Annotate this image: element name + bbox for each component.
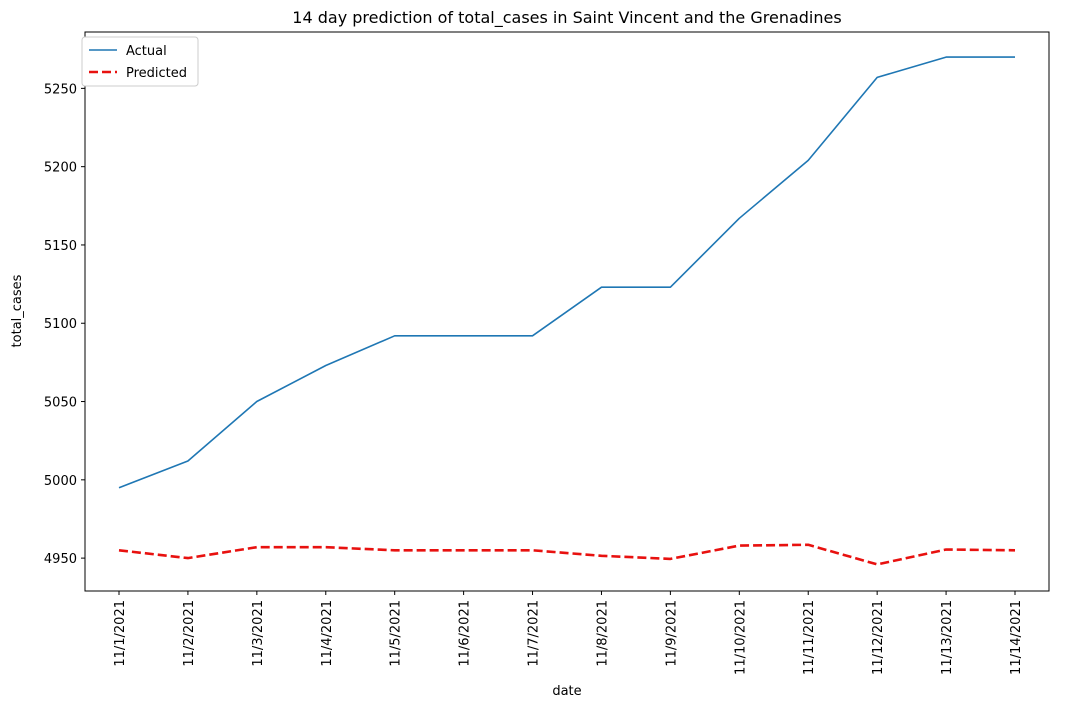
x-tick-label: 11/14/2021 (1009, 600, 1024, 675)
x-tick-label: 11/13/2021 (940, 600, 955, 675)
legend-predicted-label: Predicted (126, 66, 187, 81)
series-line-actual (118, 56, 1015, 489)
chart-title: 14 day prediction of total_cases in Sain… (292, 8, 841, 28)
series-layer (118, 56, 1016, 566)
x-tick-label: 11/3/2021 (251, 600, 266, 667)
y-tick-label: 5200 (44, 161, 77, 176)
x-tick-label: 11/10/2021 (733, 600, 748, 675)
x-tick-label: 11/5/2021 (389, 600, 404, 667)
x-tick-label: 11/4/2021 (320, 600, 335, 667)
x-tick-label: 11/6/2021 (458, 600, 473, 667)
x-axis-label: date (552, 684, 581, 699)
x-tick-label: 11/8/2021 (595, 600, 610, 667)
series-line-predicted (118, 543, 1016, 566)
y-tick-label: 5100 (44, 317, 77, 332)
x-tick-label: 11/1/2021 (113, 600, 128, 667)
y-axis: 4950 5000 5050 5100 5150 5200 5250 (44, 82, 85, 567)
x-tick-label: 11/2/2021 (182, 600, 197, 667)
x-tick-label: 11/12/2021 (871, 600, 886, 675)
y-tick-label: 5150 (44, 239, 77, 254)
y-tick-label: 5250 (44, 82, 77, 97)
legend: Actual Predicted (81, 36, 199, 87)
y-tick-label: 5050 (44, 396, 77, 411)
legend-actual-label: Actual (126, 44, 167, 59)
x-tick-label: 11/9/2021 (664, 600, 679, 667)
y-tick-label: 4950 (44, 552, 77, 567)
y-tick-label: 5000 (44, 474, 77, 489)
x-axis: 11/1/2021 11/2/2021 11/3/2021 11/4/2021 11/5… (113, 591, 1024, 675)
x-tick-label: 11/11/2021 (802, 600, 817, 675)
y-axis-label: total_cases (10, 274, 25, 347)
plot-frame (84, 31, 1050, 592)
x-tick-label: 11/7/2021 (527, 600, 542, 667)
plot-area (84, 31, 1050, 592)
